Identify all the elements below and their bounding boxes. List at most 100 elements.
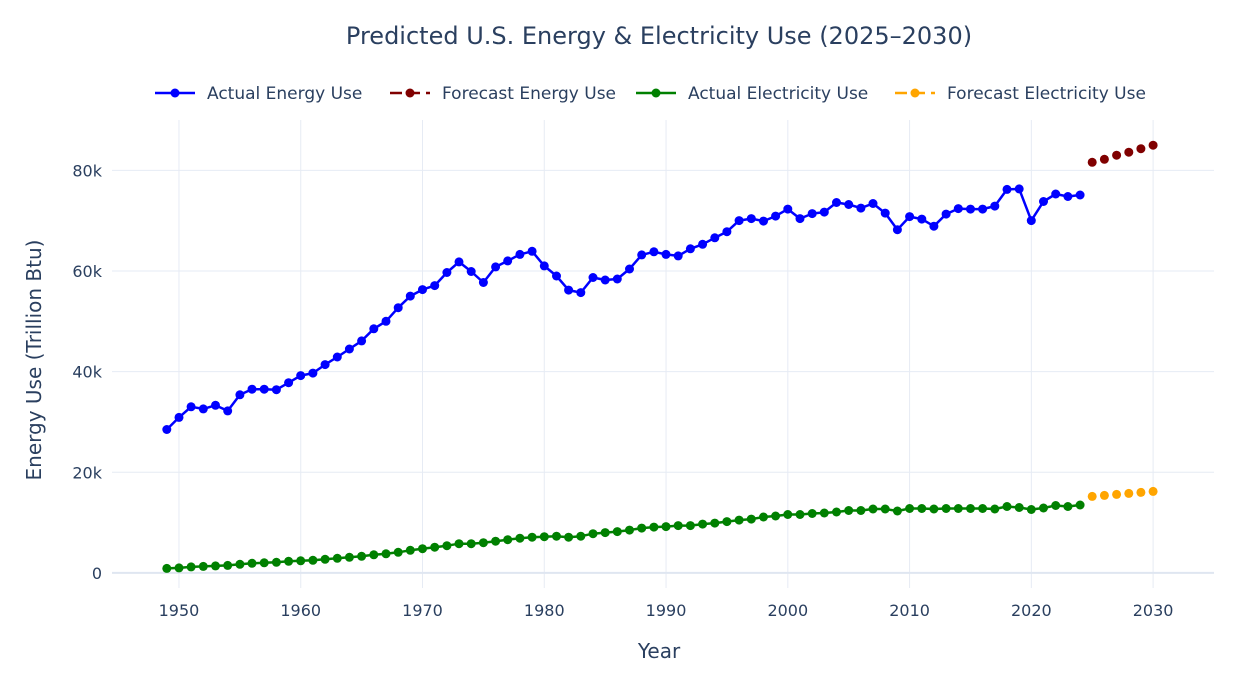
data-point [929, 504, 939, 514]
data-point [832, 198, 841, 207]
data-point [905, 504, 915, 513]
legend-swatch-marker [651, 88, 661, 98]
data-point [186, 562, 196, 572]
data-point [478, 538, 488, 548]
data-point [783, 204, 793, 214]
data-point [1051, 189, 1061, 199]
y-tick-label: 60k [72, 262, 102, 281]
data-point [442, 268, 452, 277]
data-point [1124, 488, 1134, 498]
data-point [588, 529, 598, 539]
data-point [308, 555, 318, 565]
data-point [527, 246, 537, 256]
data-point [503, 535, 513, 545]
data-point [649, 522, 659, 532]
data-point [576, 288, 586, 298]
data-point [393, 303, 403, 313]
data-point [491, 262, 501, 272]
data-point [966, 504, 975, 513]
y-axis: 0 20k 40k 60k 80k [72, 161, 102, 583]
data-point [819, 508, 829, 518]
data-point [552, 271, 561, 281]
data-point [637, 250, 647, 260]
data-point [259, 384, 269, 394]
data-point [710, 518, 720, 528]
grid-layer [112, 120, 1214, 588]
legend-item[interactable]: Forecast Energy Use [390, 84, 616, 104]
data-point [478, 278, 488, 287]
series-actual-electricity-use [162, 500, 1085, 573]
data-point [393, 547, 403, 557]
data-point [892, 506, 902, 516]
data-point [162, 425, 172, 434]
data-point [795, 510, 805, 519]
legend[interactable]: Actual Energy Use Forecast Energy Use Actu… [155, 84, 1146, 104]
data-point [186, 402, 196, 412]
x-tick-label: 1960 [280, 601, 321, 620]
data-point [1063, 192, 1073, 201]
data-point [1014, 184, 1024, 194]
data-point [418, 285, 427, 295]
data-point [1002, 184, 1012, 194]
data-point [284, 556, 294, 566]
data-point [722, 517, 732, 527]
data-point [539, 532, 549, 542]
legend-swatch-marker [170, 88, 180, 98]
data-point [332, 352, 342, 362]
data-point [211, 400, 220, 410]
data-point [381, 549, 391, 559]
legend-label: Forecast Energy Use [442, 84, 616, 104]
series-forecast-electricity-use [1087, 486, 1158, 501]
data-point [661, 522, 671, 532]
data-point [953, 504, 963, 513]
legend-item[interactable]: Actual Energy Use [155, 84, 362, 104]
data-point [685, 244, 695, 254]
data-point [880, 504, 890, 514]
series-line [165, 187, 1081, 431]
data-point [868, 199, 878, 208]
data-point [917, 214, 927, 224]
data-point [454, 257, 464, 267]
data-point [1112, 150, 1122, 160]
data-point [466, 267, 476, 276]
data-point [953, 204, 963, 214]
data-point [198, 404, 208, 414]
data-point [576, 531, 586, 541]
data-point [1099, 490, 1109, 500]
legend-swatch-marker [910, 88, 920, 98]
data-point [308, 368, 318, 378]
data-point [1051, 501, 1061, 510]
data-point [612, 274, 622, 284]
data-point [515, 249, 525, 259]
data-point [344, 552, 354, 562]
data-point [771, 211, 781, 221]
data-point [1039, 503, 1048, 513]
data-point [271, 557, 281, 567]
legend-label: Forecast Electricity Use [947, 84, 1146, 104]
y-tick-label: 80k [72, 161, 102, 180]
data-point [673, 251, 683, 261]
legend-label: Actual Electricity Use [688, 84, 868, 104]
data-point [661, 249, 671, 259]
y-tick-label: 40k [72, 363, 102, 382]
data-point [320, 554, 330, 564]
data-point [174, 412, 184, 422]
legend-item[interactable]: Actual Electricity Use [636, 84, 868, 104]
x-tick-label: 1980 [524, 601, 565, 620]
legend-label: Actual Energy Use [207, 84, 362, 104]
data-point [929, 221, 939, 231]
data-point [1087, 491, 1097, 501]
legend-item[interactable]: Forecast Electricity Use [895, 84, 1146, 104]
data-point [990, 201, 1000, 211]
data-point [527, 532, 537, 542]
data-point [734, 515, 744, 525]
data-point [344, 344, 354, 354]
data-point [430, 281, 440, 291]
data-point [539, 261, 549, 271]
data-point [892, 225, 902, 235]
data-point [734, 216, 744, 226]
data-point [503, 256, 513, 266]
x-tick-label: 1950 [159, 601, 200, 620]
data-point [746, 514, 756, 524]
